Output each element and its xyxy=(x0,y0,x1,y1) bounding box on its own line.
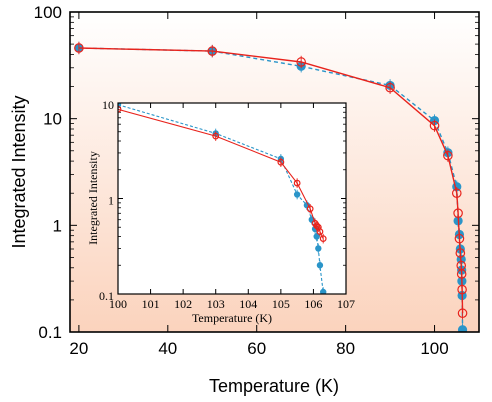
inset-point-filled xyxy=(293,191,301,198)
main-y-tick-label: 100 xyxy=(34,3,62,22)
inset-y-tick-label: 10 xyxy=(102,98,114,112)
inset-x-tick-label: 101 xyxy=(142,297,160,311)
inset-point-open xyxy=(313,222,321,230)
main-point-open xyxy=(454,233,465,244)
inset-point-open xyxy=(316,228,324,236)
inset-tick-labels: 100 101 102 103 104 105 106 107 0.1 1 10 xyxy=(99,98,355,311)
main-x-tick-label: 100 xyxy=(420,339,448,358)
inset-y-axis-label: Integrated Intensity xyxy=(86,151,100,245)
main-x-tick-label: 40 xyxy=(158,339,177,358)
main-point-open xyxy=(207,46,218,56)
inset-y-tick-label: 0.1 xyxy=(99,289,114,303)
inset-point-open xyxy=(212,132,220,140)
inset-point-open xyxy=(293,179,301,187)
main-y-axis-label: Integrated Intensity xyxy=(9,95,29,248)
main-y-tick-label: 0.1 xyxy=(38,323,62,342)
inset-x-tick-label: 102 xyxy=(174,297,192,311)
main-x-tick-label: 60 xyxy=(247,339,266,358)
inset-point-open xyxy=(319,235,327,243)
inset-x-tick-label: 104 xyxy=(239,297,257,311)
main-series-group xyxy=(74,41,468,332)
main-y-tick-label: 1 xyxy=(53,216,62,235)
inset-plot-frame xyxy=(117,102,347,295)
inset-series-group xyxy=(118,103,327,294)
inset-chart: 100 101 102 103 104 105 106 107 0.1 1 10 Temperatu… xyxy=(86,98,355,325)
main-plot-frame xyxy=(69,11,480,333)
inset-x-tick-label: 107 xyxy=(337,297,355,311)
main-point-open xyxy=(456,269,467,279)
main-point-filled xyxy=(457,325,468,332)
inset-point-filled xyxy=(320,288,327,294)
inset-plot-background xyxy=(118,103,346,294)
main-point-open xyxy=(457,284,467,295)
main-x-tick-label: 80 xyxy=(336,339,355,358)
main-point-open xyxy=(451,188,462,199)
inset-point-filled xyxy=(315,245,322,252)
inset-point-open xyxy=(277,158,285,166)
main-point-open xyxy=(455,248,466,258)
inset-x-tick-label: 106 xyxy=(304,297,322,311)
main-point-open xyxy=(74,43,84,53)
main-point-open xyxy=(429,120,440,131)
inset-point-filled xyxy=(316,262,324,269)
inset-x-tick-label: 100 xyxy=(109,297,127,311)
main-point-open xyxy=(443,150,453,161)
main-x-axis-label: Temperature (K) xyxy=(209,376,339,396)
main-y-tick-label: 10 xyxy=(43,110,62,129)
inset-point-filled xyxy=(313,233,320,240)
inset-y-tick-label: 1 xyxy=(108,194,114,208)
inset-x-tick-label: 105 xyxy=(272,297,290,311)
inset-point-open xyxy=(118,105,122,113)
main-point-open xyxy=(453,208,463,218)
inset-point-open xyxy=(306,205,314,213)
main-point-open xyxy=(385,82,395,93)
inset-point-open xyxy=(314,223,322,231)
main-point-open xyxy=(457,308,468,319)
inset-x-axis-label: Temperature (K) xyxy=(192,311,272,325)
inset-x-tick-label: 103 xyxy=(207,297,225,311)
main-x-tick-label: 20 xyxy=(69,339,88,358)
main-point-open xyxy=(296,57,306,67)
